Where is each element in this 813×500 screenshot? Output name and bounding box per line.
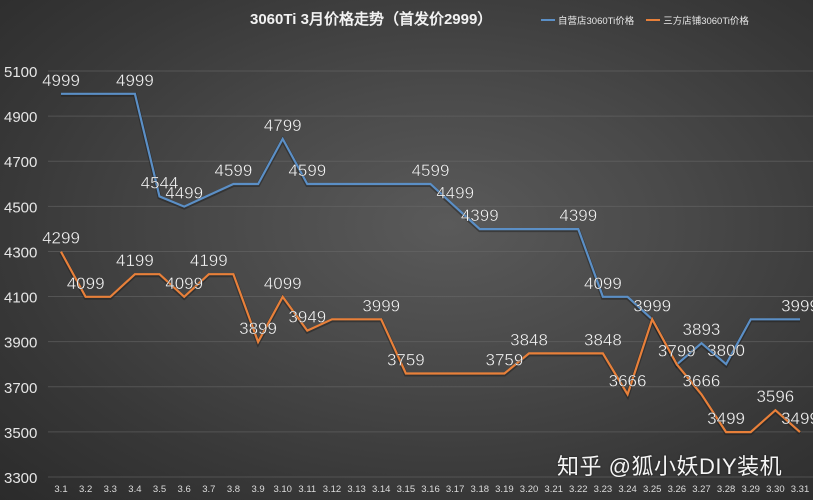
data-label: 3759 <box>387 350 425 369</box>
data-label: 4599 <box>215 161 253 180</box>
gridlines <box>48 70 813 478</box>
data-label: 4544 <box>141 173 179 192</box>
data-label: 4499 <box>436 184 474 203</box>
y-tick-label: 4100 <box>4 290 37 307</box>
data-label: 4999 <box>42 71 80 90</box>
x-tick-label: 3.12 <box>323 484 342 495</box>
x-tick-label: 3.7 <box>202 484 215 495</box>
x-tick-label: 3.29 <box>741 484 760 495</box>
x-tick-label: 3.6 <box>178 484 191 495</box>
x-tick-label: 3.13 <box>347 484 366 495</box>
x-tick-label: 3.27 <box>692 484 711 495</box>
x-tick-label: 3.8 <box>227 484 240 495</box>
x-tick-label: 3.26 <box>668 484 687 495</box>
data-label: 3899 <box>239 319 277 338</box>
data-label: 4199 <box>190 251 228 270</box>
data-label: 3666 <box>683 371 721 390</box>
x-tick-label: 3.5 <box>153 484 166 495</box>
legend-item-third-party: 三方店铺3060Ti价格 <box>646 13 749 27</box>
y-tick-label: 4900 <box>4 109 37 126</box>
x-tick-label: 3.28 <box>717 484 736 495</box>
data-label: 3848 <box>584 330 622 349</box>
y-tick-label: 4700 <box>4 154 37 171</box>
x-tick-label: 3.21 <box>544 484 563 495</box>
x-tick-label: 3.23 <box>594 484 613 495</box>
x-tick-label: 3.19 <box>495 484 514 495</box>
x-tick-label: 3.4 <box>128 484 141 495</box>
series-lines <box>59 92 802 436</box>
legend-item-self-store: 自营店3060Ti价格 <box>541 13 634 27</box>
x-tick-label: 3.2 <box>79 484 92 495</box>
legend-label: 自营店3060Ti价格 <box>558 16 635 27</box>
data-label: 4099 <box>67 274 105 293</box>
data-label: 3759 <box>485 350 523 369</box>
watermark: 知乎 @狐小妖DIY装机 <box>557 454 783 479</box>
chart-legend: 自营店3060Ti价格 三方店铺3060Ti价格 <box>541 13 749 27</box>
data-label: 4099 <box>165 274 203 293</box>
data-label: 3499 <box>781 409 813 428</box>
x-tick-label: 3.20 <box>520 484 539 495</box>
x-tick-label: 3.11 <box>298 484 316 495</box>
data-label: 3999 <box>362 296 400 315</box>
data-label: 3848 <box>510 330 548 349</box>
x-tick-label: 3.25 <box>643 484 662 495</box>
y-axis: 3300 3500 3700 3900 4100 4300 4500 4700 4900 5100 <box>4 64 37 487</box>
data-label: 4099 <box>264 274 302 293</box>
x-tick-label: 3.15 <box>397 484 416 495</box>
x-tick-label: 3.31 <box>791 484 810 495</box>
x-tick-label: 3.18 <box>471 484 490 495</box>
series-line-third-party <box>60 251 801 434</box>
y-tick-label: 3300 <box>4 470 37 487</box>
legend-swatch-blue <box>541 19 555 21</box>
legend-label: 三方店铺3060Ti价格 <box>663 16 749 27</box>
x-tick-label: 3.9 <box>251 484 264 495</box>
data-label: 4599 <box>288 161 326 180</box>
data-label: 3666 <box>609 371 647 390</box>
data-label: 3999 <box>781 296 813 315</box>
data-label: 3949 <box>288 308 326 327</box>
x-tick-label: 3.24 <box>618 484 637 495</box>
data-label: 3596 <box>756 387 794 406</box>
data-label: 3893 <box>683 320 721 339</box>
y-tick-label: 3900 <box>4 335 37 352</box>
x-axis: 3.1 3.2 3.3 3.4 3.5 3.6 3.7 3.8 3.9 3.10 3.11 3.12 3… <box>54 484 809 495</box>
data-label: 3499 <box>707 409 745 428</box>
x-tick-label: 3.3 <box>104 484 117 495</box>
y-tick-label: 4300 <box>4 244 37 261</box>
data-label: 4099 <box>584 274 622 293</box>
data-label: 4399 <box>559 206 597 225</box>
data-label: 3800 <box>707 341 745 360</box>
data-label: 4399 <box>461 206 499 225</box>
data-label: 4999 <box>116 71 154 90</box>
legend-swatch-orange <box>646 19 661 21</box>
x-tick-label: 3.10 <box>273 484 292 495</box>
data-label: 3999 <box>633 296 671 315</box>
x-tick-label: 3.17 <box>446 484 465 495</box>
x-tick-label: 3.14 <box>372 484 391 495</box>
data-label: 4199 <box>116 251 154 270</box>
y-tick-label: 3700 <box>4 380 37 397</box>
x-tick-label: 3.22 <box>569 484 588 495</box>
data-label: 3799 <box>658 341 696 360</box>
data-label: 4499 <box>165 184 203 203</box>
y-tick-label: 5100 <box>4 64 37 81</box>
x-tick-label: 3.1 <box>54 484 67 495</box>
chart-title: 3060Ti 3月价格走势（首发价2999） <box>250 11 493 28</box>
data-label: 4599 <box>412 161 450 180</box>
x-tick-label: 3.16 <box>421 484 440 495</box>
data-label: 4799 <box>264 116 302 135</box>
data-label: 4299 <box>42 229 80 248</box>
y-tick-label: 3500 <box>4 425 37 442</box>
y-tick-label: 4500 <box>4 199 37 216</box>
x-tick-label: 3.30 <box>766 484 785 495</box>
